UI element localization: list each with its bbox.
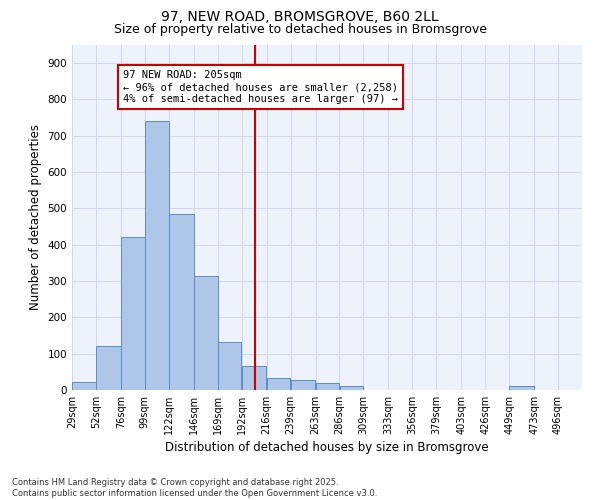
Bar bbox=[340, 386, 363, 390]
Text: 97 NEW ROAD: 205sqm
← 96% of detached houses are smaller (2,258)
4% of semi-deta: 97 NEW ROAD: 205sqm ← 96% of detached ho… bbox=[123, 70, 398, 104]
Y-axis label: Number of detached properties: Number of detached properties bbox=[29, 124, 42, 310]
Bar bbox=[145, 122, 169, 390]
Text: Size of property relative to detached houses in Bromsgrove: Size of property relative to detached ho… bbox=[113, 22, 487, 36]
Bar bbox=[242, 366, 266, 390]
Bar bbox=[316, 384, 340, 390]
Text: Contains HM Land Registry data © Crown copyright and database right 2025.
Contai: Contains HM Land Registry data © Crown c… bbox=[12, 478, 377, 498]
Text: 97, NEW ROAD, BROMSGROVE, B60 2LL: 97, NEW ROAD, BROMSGROVE, B60 2LL bbox=[161, 10, 439, 24]
Bar bbox=[267, 378, 290, 390]
Bar bbox=[96, 346, 121, 390]
Bar bbox=[169, 214, 194, 390]
Bar bbox=[194, 276, 218, 390]
Bar bbox=[72, 382, 96, 390]
Bar bbox=[291, 380, 316, 390]
X-axis label: Distribution of detached houses by size in Bromsgrove: Distribution of detached houses by size … bbox=[165, 441, 489, 454]
Bar bbox=[218, 342, 241, 390]
Bar bbox=[121, 236, 145, 390]
Bar bbox=[509, 386, 534, 390]
